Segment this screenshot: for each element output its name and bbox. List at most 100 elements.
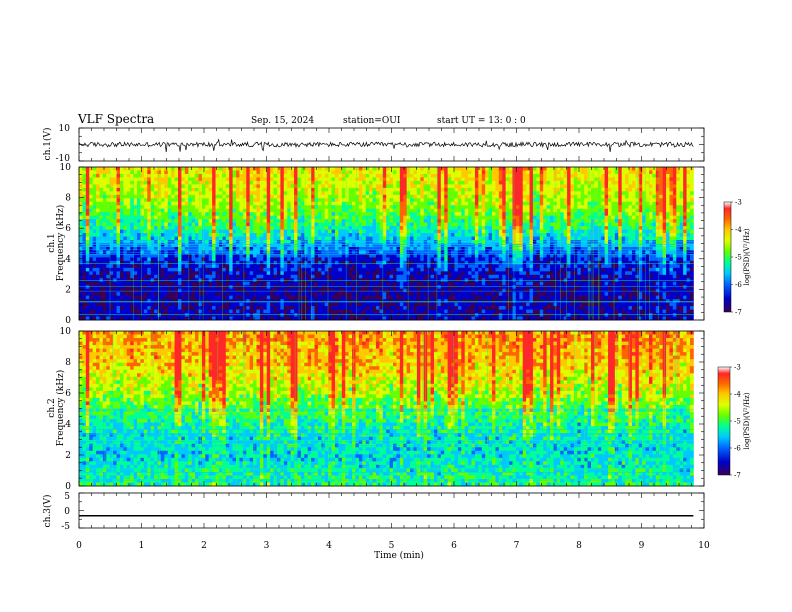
spectrogram-cell xyxy=(290,173,295,178)
spectrogram-cell xyxy=(474,243,479,248)
spectrogram-cell xyxy=(195,198,199,203)
spectrogram-cell xyxy=(160,215,165,220)
spectrogram-cell xyxy=(334,191,339,196)
spectrogram-cell xyxy=(85,167,90,171)
spectrogram-cell xyxy=(451,253,455,258)
spectrogram-cell xyxy=(102,198,107,203)
spectrogram-cell xyxy=(635,173,640,178)
spectrogram-cell xyxy=(229,194,233,199)
spectrogram-cell xyxy=(109,229,114,234)
spectrogram-cell xyxy=(208,215,213,220)
spectrogram-cell xyxy=(509,212,513,217)
spectrogram-cell xyxy=(218,191,223,196)
spectrogram-cell xyxy=(116,257,121,262)
spectrogram-cell xyxy=(96,212,100,217)
spectrogram-cell xyxy=(573,191,578,196)
spectrogram-cell xyxy=(416,240,421,244)
spectrogram-cell xyxy=(236,236,240,241)
spectrogram-cell xyxy=(191,246,196,251)
spectrogram-cell xyxy=(113,212,117,217)
spectrogram-cell xyxy=(109,191,114,196)
spectrogram-cell xyxy=(597,215,602,220)
spectrogram-cell xyxy=(471,212,476,217)
spectrogram-cell xyxy=(464,187,469,192)
spectrogram-cell xyxy=(273,233,278,237)
spectrogram-cell xyxy=(597,177,602,182)
spectrogram-cell xyxy=(270,180,274,185)
spectrogram-cell xyxy=(82,208,87,213)
spectrogram-cell xyxy=(273,257,278,262)
spectrogram-cell xyxy=(454,167,459,171)
spectrogram-cell xyxy=(444,205,449,210)
spectrogram-cell xyxy=(628,184,633,189)
spectrogram-cell xyxy=(464,173,469,178)
spectrogram-cell xyxy=(191,212,196,217)
spectrogram-cell xyxy=(580,201,585,206)
spectrogram-cell xyxy=(229,226,233,230)
spectrogram-cell xyxy=(679,236,684,241)
spectrogram-cell xyxy=(601,222,606,227)
spectrogram-cell xyxy=(526,243,530,248)
spectrogram-cell xyxy=(184,240,189,244)
spectrogram-cell xyxy=(290,205,295,210)
spectrogram-cell xyxy=(556,205,561,210)
spectrogram-cell xyxy=(454,236,459,241)
spectrogram-cell xyxy=(358,226,363,230)
spectrogram-cell xyxy=(410,177,414,182)
spectrogram-cell xyxy=(133,187,138,192)
spectrogram-cell xyxy=(580,180,585,185)
spectrogram-cell xyxy=(160,184,165,189)
spectrogram-cell xyxy=(570,177,575,182)
spectrogram-cell xyxy=(645,170,650,175)
spectrogram-cell xyxy=(389,226,394,230)
spectrogram-cell xyxy=(137,243,141,248)
spectrogram-cell xyxy=(348,246,353,251)
spectrogram-cell xyxy=(140,194,145,199)
spectrogram-cell xyxy=(590,167,595,171)
spectrogram-cell xyxy=(686,198,691,203)
spectrogram-cell xyxy=(218,167,223,171)
spectrogram-cell xyxy=(396,205,401,210)
spectrogram-cell xyxy=(532,198,537,203)
spectrogram-cell xyxy=(106,222,111,227)
spectrogram-cell xyxy=(92,173,97,178)
spectrogram-cell xyxy=(577,243,582,248)
spectrogram-cell xyxy=(471,205,476,210)
spectrogram-cell xyxy=(205,167,210,171)
spectrogram-cell xyxy=(587,187,592,192)
spectrogram-cell xyxy=(290,215,295,220)
spectrogram-cell xyxy=(515,187,520,192)
spectrogram-cell xyxy=(413,180,418,185)
spectrogram-cell xyxy=(82,222,87,227)
spectrogram-cell xyxy=(352,246,356,251)
spectrogram-cell xyxy=(273,191,278,196)
spectrogram-cell xyxy=(167,173,172,178)
spectrogram-cell xyxy=(618,236,623,241)
spectrogram-cell xyxy=(283,198,288,203)
spectrogram-cell xyxy=(362,208,367,213)
spectrogram-cell xyxy=(184,187,189,192)
spectrogram-cell xyxy=(406,233,411,237)
spectrogram-cell xyxy=(389,222,394,227)
spectrogram-cell xyxy=(113,205,117,210)
spectrogram-cell xyxy=(386,229,390,234)
spectrogram-cell xyxy=(273,198,278,203)
spectrogram-cell xyxy=(328,194,332,199)
spectrogram-cell xyxy=(99,208,104,213)
spectrogram-cell xyxy=(249,240,254,244)
spectrogram-cell xyxy=(198,240,203,244)
spectrogram-cell xyxy=(382,198,387,203)
spectrogram-cell xyxy=(253,173,257,178)
spectrogram-cell xyxy=(96,222,100,227)
spectrogram-cell xyxy=(532,215,537,220)
spectrogram-cell xyxy=(515,236,520,241)
spectrogram-cell xyxy=(280,194,285,199)
spectrogram-cell xyxy=(631,246,636,251)
spectrogram-cell xyxy=(195,240,199,244)
spectrogram-cell xyxy=(642,229,646,234)
spectrogram-cell xyxy=(587,222,592,227)
spectrogram-cell xyxy=(679,170,684,175)
spectrogram-cell xyxy=(345,229,350,234)
spectrogram-cell xyxy=(331,191,336,196)
spectrogram-cell xyxy=(683,205,687,210)
